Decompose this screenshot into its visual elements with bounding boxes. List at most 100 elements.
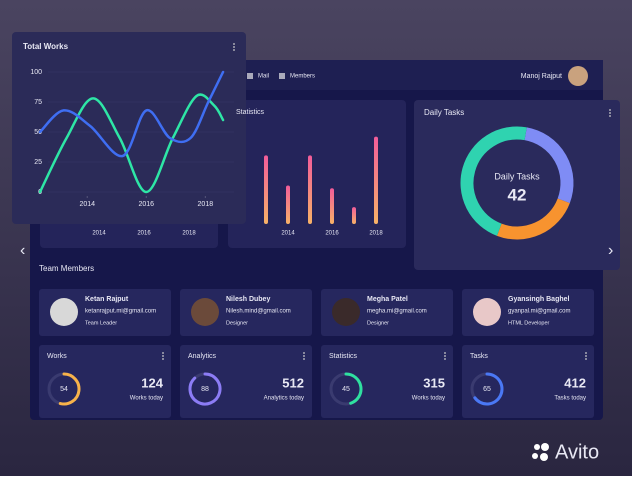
stat-title: Analytics [188, 353, 217, 360]
nav-icon [279, 73, 285, 79]
total-works-card [12, 32, 246, 224]
user-name: Manoj Rajput [521, 73, 562, 80]
menu-dot [609, 115, 611, 117]
member-email: megha.mi@gmail.com [367, 309, 427, 315]
watermark-dot [541, 443, 549, 451]
menu-dot [233, 46, 235, 48]
member-email: gyanpal.mi@gmail.com [508, 309, 570, 315]
member-name: Nilesh Dubey [226, 296, 270, 303]
ring-progress [473, 372, 504, 406]
stat-card [462, 345, 594, 418]
menu-dot [162, 352, 164, 354]
bar [286, 185, 290, 224]
card-title: Statistics [236, 109, 265, 116]
donut-segment [496, 198, 570, 240]
x-tick-label: 2016 [325, 231, 339, 237]
ring-value: 54 [60, 386, 68, 393]
menu-dot [444, 358, 446, 360]
menu-dot [444, 355, 446, 357]
donut-value: 42 [508, 185, 527, 204]
stat-title: Statistics [329, 353, 358, 360]
menu-dot [609, 112, 611, 114]
x-tick-label: 2018 [369, 231, 383, 237]
stat-card [180, 345, 312, 418]
menu-dot [303, 358, 305, 360]
ring-value: 65 [483, 386, 491, 393]
bar [264, 155, 268, 224]
statistics-card [228, 100, 406, 248]
member-email: Nilesh.mind@gmail.com [226, 309, 291, 315]
menu-dot [303, 355, 305, 357]
x-tick-label: 2014 [281, 231, 295, 237]
stat-count: 412 [564, 375, 586, 390]
user-avatar[interactable] [568, 66, 588, 86]
section-title: Team Members [39, 264, 94, 273]
member-name: Ketan Rajput [85, 296, 129, 303]
menu-dot [609, 109, 611, 111]
y-tick-label: 50 [34, 129, 42, 136]
line-series [38, 70, 225, 158]
member-avatar [332, 298, 360, 326]
ring-value: 45 [342, 386, 350, 393]
card-title: Total Works [23, 42, 69, 51]
stat-count: 315 [423, 375, 445, 390]
menu-dot [444, 352, 446, 354]
menu-dot [233, 49, 235, 51]
watermark-dot [532, 453, 538, 459]
member-role: HTML Developer [508, 320, 550, 326]
ring-progress [344, 372, 363, 405]
member-avatar [50, 298, 78, 326]
donut-segment [460, 126, 527, 236]
card-title: Daily Tasks [424, 108, 464, 117]
member-email: ketanrajput.mi@gmail.com [85, 309, 156, 315]
ring-value: 88 [201, 386, 209, 393]
bar [330, 188, 334, 224]
y-tick-label: 75 [34, 99, 42, 106]
prev-arrow[interactable]: ‹ [20, 242, 25, 259]
stat-card [39, 345, 171, 418]
bar [374, 136, 378, 224]
y-tick-label: 100 [30, 69, 42, 76]
nav-item: Mail [258, 74, 269, 80]
ring-progress [188, 372, 222, 406]
menu-dot [585, 358, 587, 360]
menu-dot [585, 352, 587, 354]
stat-count: 124 [141, 375, 163, 390]
member-avatar [473, 298, 501, 326]
stat-caption: Works today [412, 396, 445, 402]
watermark-dot [534, 444, 540, 450]
member-name: Megha Patel [367, 296, 408, 303]
x-tick-label: 2018 [182, 231, 196, 237]
x-tick-label: 2016 [138, 201, 154, 208]
member-role: Designer [226, 320, 248, 326]
stat-count: 512 [282, 375, 304, 390]
member-avatar [191, 298, 219, 326]
y-tick-label: 25 [34, 159, 42, 166]
daily-tasks-card [414, 100, 620, 270]
menu-dot [162, 358, 164, 360]
stat-title: Works [47, 353, 67, 360]
menu-dot [162, 355, 164, 357]
x-tick-label: 2016 [137, 231, 151, 237]
stat-caption: Works today [130, 396, 163, 402]
stat-title: Tasks [470, 353, 488, 360]
menu-dot [585, 355, 587, 357]
member-name: Gyansingh Baghel [508, 296, 570, 303]
x-tick-label: 2014 [92, 231, 106, 237]
bar [352, 207, 356, 224]
member-role: Designer [367, 320, 389, 326]
stat-caption: Analytics today [264, 396, 304, 402]
nav-item: Members [290, 74, 315, 80]
bar [308, 155, 312, 224]
ring-progress [58, 372, 81, 406]
menu-dot [303, 352, 305, 354]
stat-card [321, 345, 453, 418]
next-arrow[interactable]: › [608, 242, 613, 259]
watermark: Avito [555, 441, 599, 463]
x-tick-label: 2014 [79, 201, 95, 208]
watermark-dot [540, 453, 548, 461]
menu-dot [233, 43, 235, 45]
member-role: Team Leader [85, 320, 117, 326]
